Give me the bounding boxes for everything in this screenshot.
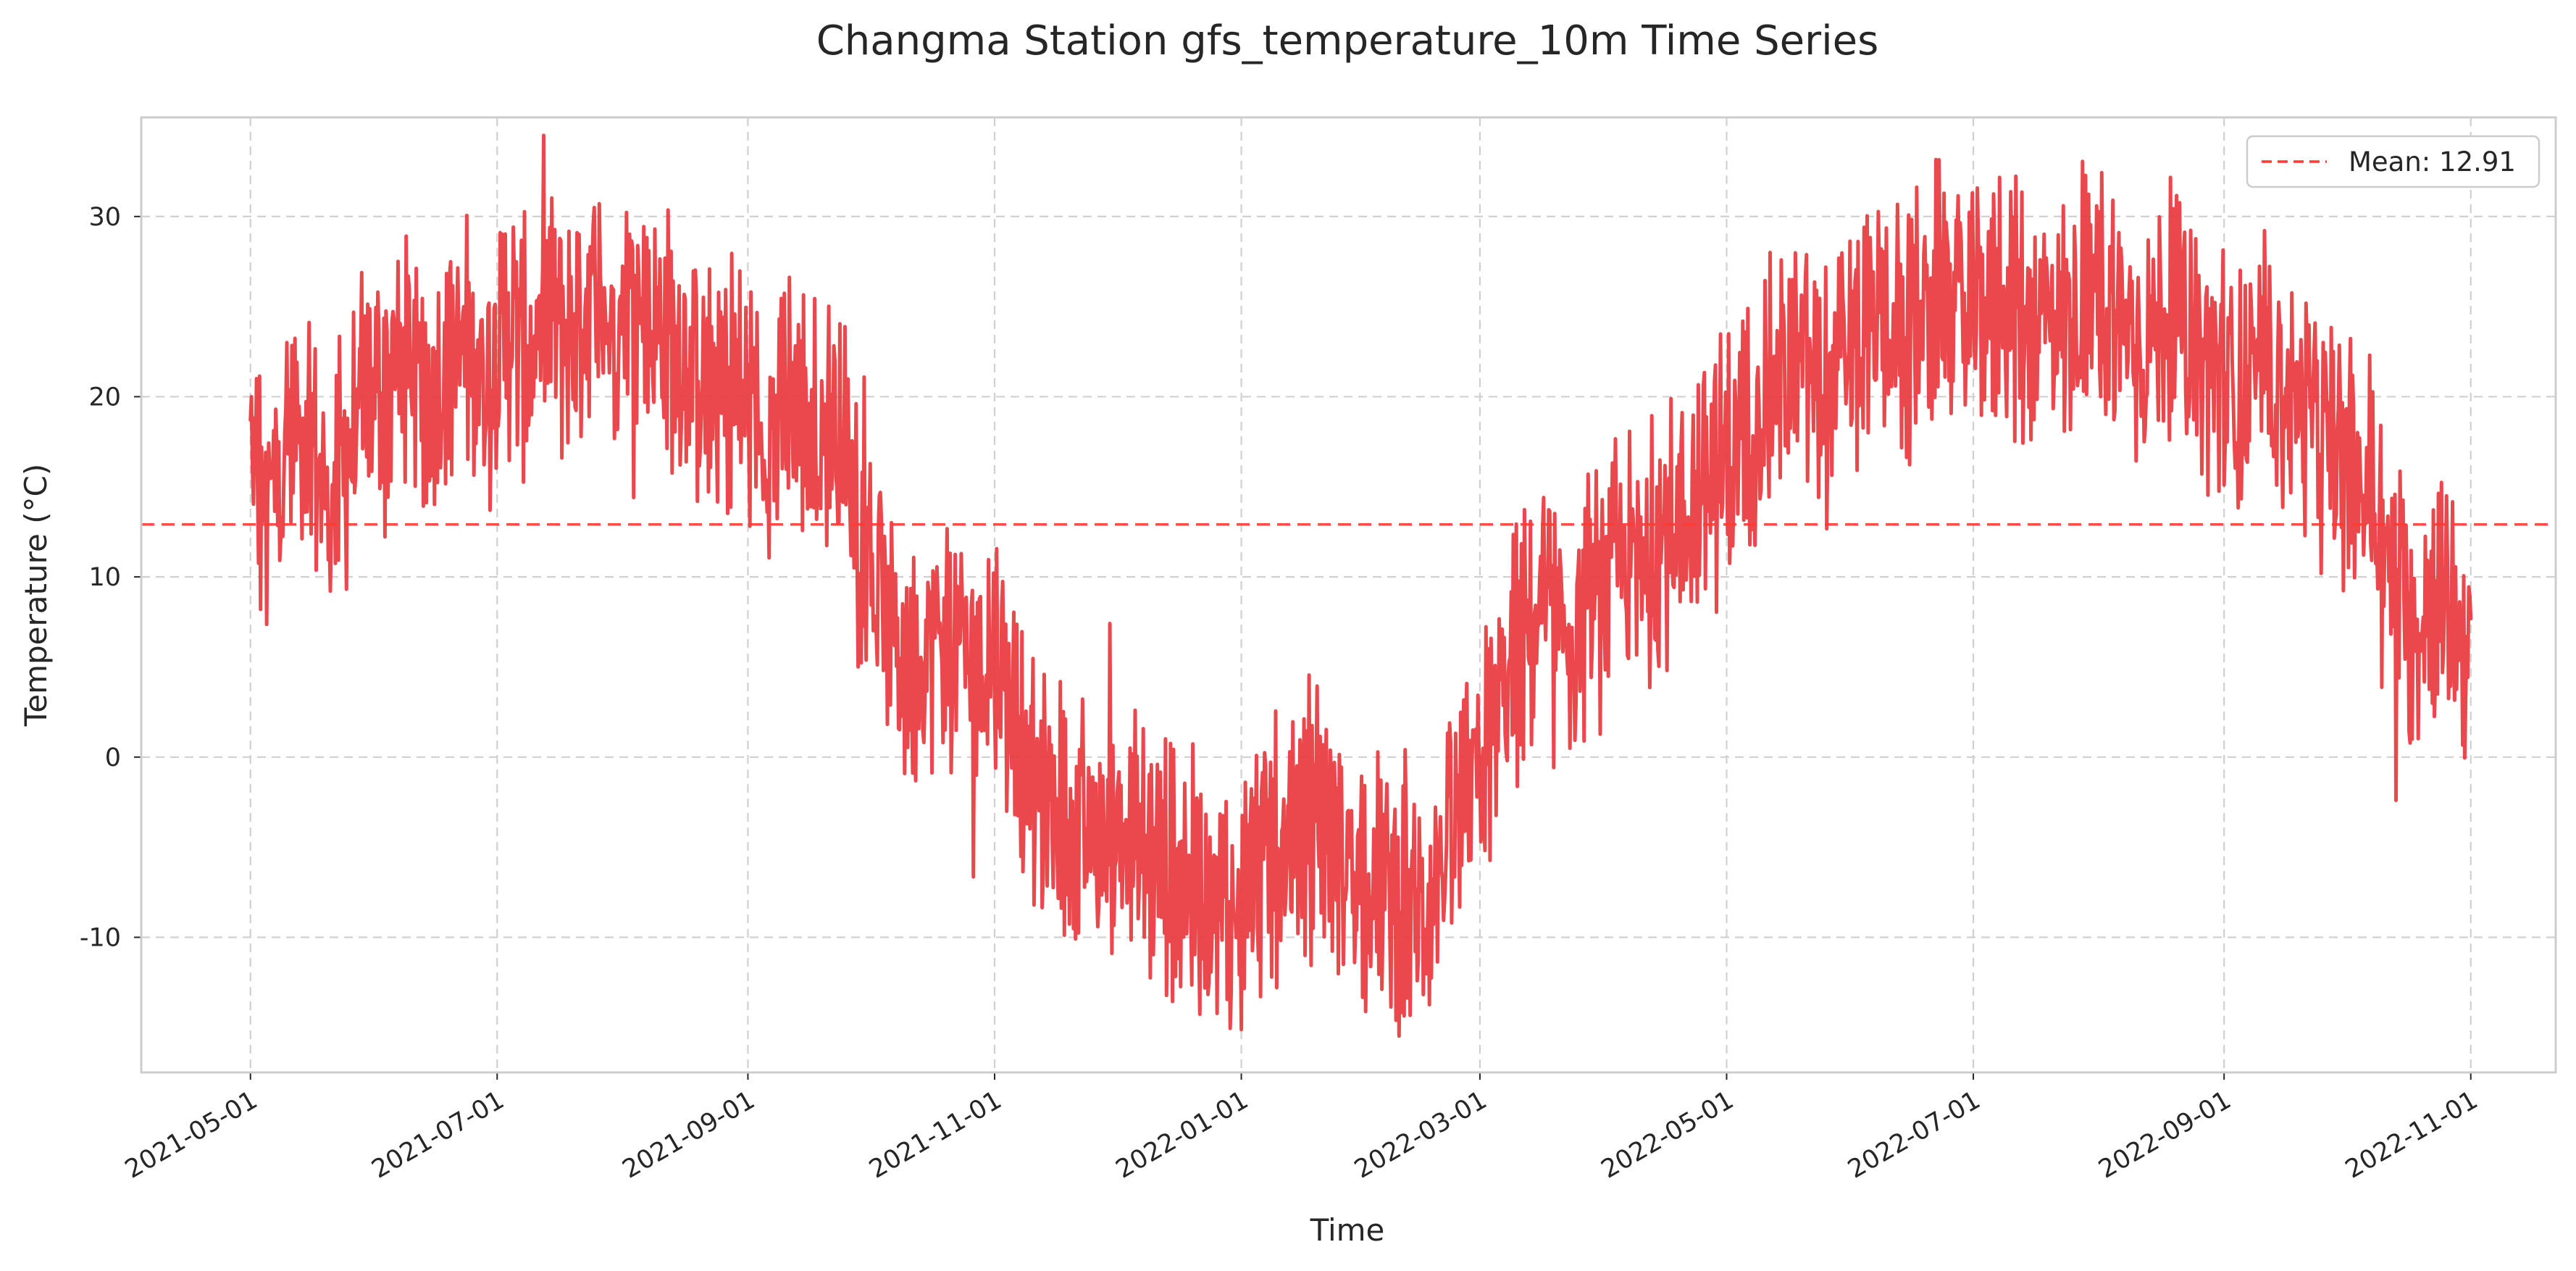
plot-frame bbox=[140, 116, 2557, 1074]
legend: Mean: 12.91 bbox=[2246, 135, 2541, 188]
y-tick-label: 30 bbox=[88, 203, 121, 232]
x-axis-title: Time bbox=[1310, 1212, 1385, 1248]
y-tick-label: -10 bbox=[80, 923, 121, 952]
legend-mean-label: Mean: 12.91 bbox=[2349, 146, 2516, 178]
grid-lines bbox=[141, 117, 2556, 1072]
y-tick-label: 20 bbox=[88, 383, 121, 412]
legend-box bbox=[2246, 135, 2541, 188]
temperature-series-line bbox=[248, 133, 2473, 1038]
chart-title: Changma Station gfs_temperature_10m Time… bbox=[816, 17, 1879, 64]
y-tick-label: 10 bbox=[88, 563, 121, 592]
y-axis-ticks: -10 0 10 20 30 bbox=[80, 203, 141, 952]
y-tick-label: 0 bbox=[105, 743, 121, 772]
y-axis-title: Temperature (°C) bbox=[18, 464, 54, 728]
